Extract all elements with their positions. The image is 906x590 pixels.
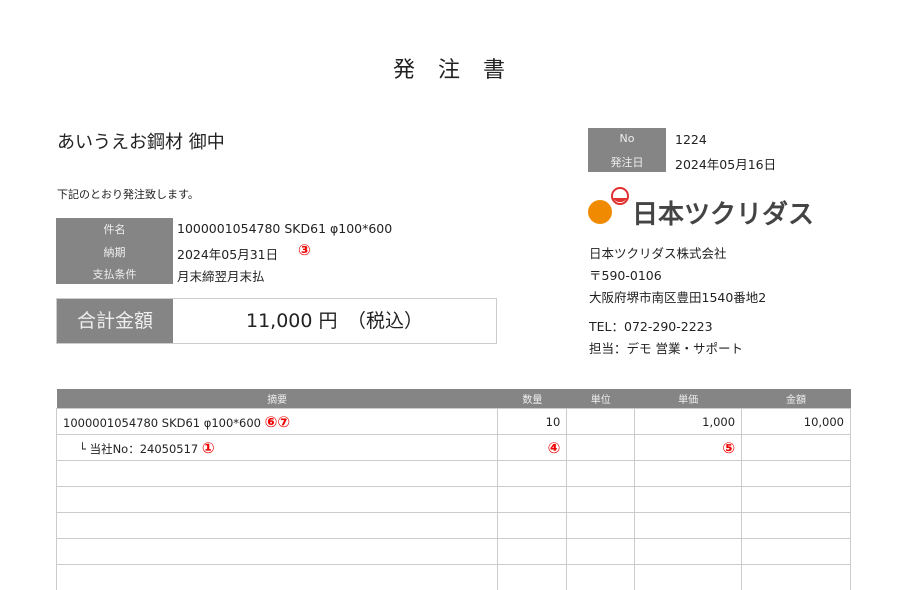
cell xyxy=(497,512,568,539)
subject-value: 1000001054780 SKD61 φ100*600 xyxy=(177,221,393,236)
cell-amount: 10,000 xyxy=(741,408,851,435)
label-subject: 件名 xyxy=(103,223,126,236)
cell xyxy=(55,460,499,487)
header-amount: 金額 xyxy=(741,389,851,409)
cell xyxy=(634,564,743,590)
table-row: 1000001054780 SKD61 φ100*600 ⑥⑦ 10 1,000… xyxy=(55,408,851,435)
info-label-block xyxy=(56,218,173,284)
table-row xyxy=(55,538,851,565)
cell-quantity: 10 xyxy=(497,408,568,435)
cell xyxy=(55,486,499,513)
label-payment: 支払条件 xyxy=(92,268,137,281)
cell-quantity: ④ xyxy=(497,434,568,461)
table-row xyxy=(55,564,851,590)
order-label-block xyxy=(588,128,666,172)
cell xyxy=(55,564,499,590)
header-quantity: 数量 xyxy=(497,389,567,409)
cell-unit xyxy=(566,408,636,435)
intro-text: 下記のとおり発注致します。 xyxy=(57,188,199,201)
cell xyxy=(741,538,851,565)
cell xyxy=(634,486,743,513)
table-row xyxy=(55,460,851,487)
company-logo-icon xyxy=(588,187,629,224)
document-title: 発 注 書 xyxy=(393,58,513,83)
cell xyxy=(566,486,636,513)
order-date: 2024年05月16日 xyxy=(675,157,777,172)
cell xyxy=(497,486,568,513)
header-unit-price: 単価 xyxy=(634,389,742,409)
cell xyxy=(55,512,499,539)
order-date-label: 発注日 xyxy=(610,156,644,169)
item-description: 1000001054780 SKD61 φ100*600 xyxy=(63,415,261,430)
payment-value: 月末締翌月末払 xyxy=(177,269,265,284)
cell xyxy=(741,564,851,590)
cell-description: 1000001054780 SKD61 φ100*600 ⑥⑦ xyxy=(55,408,499,435)
items-table: 摘要 数量 単位 単価 金額 1000001054780 SKD61 φ100*… xyxy=(55,389,851,590)
company-contact: 担当：デモ 営業・サポート xyxy=(589,341,743,356)
total-label: 合計金額 xyxy=(57,299,173,343)
cell xyxy=(497,538,568,565)
header-unit: 単位 xyxy=(566,389,635,409)
table-row: └ 当社No：24050517 ① ④ ⑤ xyxy=(55,434,851,461)
marker-1: ① xyxy=(201,438,215,457)
recipient: あいうえお鋼材 御中 xyxy=(57,132,225,153)
order-no-label: No xyxy=(619,132,635,145)
cell xyxy=(634,538,743,565)
cell xyxy=(497,460,568,487)
cell-unit xyxy=(566,434,636,461)
company-logo-text: 日本ツクリダス xyxy=(632,200,815,230)
cell xyxy=(741,512,851,539)
order-no: 1224 xyxy=(675,132,707,147)
cell-description: └ 当社No：24050517 ① xyxy=(55,434,499,461)
marker-5: ⑤ xyxy=(722,438,736,457)
company-name: 日本ツクリダス株式会社 xyxy=(589,246,727,261)
header-description: 摘要 xyxy=(56,389,498,409)
cell xyxy=(566,538,636,565)
company-address: 大阪府堺市南区豊田1540番地2 xyxy=(589,290,767,305)
cell xyxy=(634,512,743,539)
cell xyxy=(741,460,851,487)
internal-no: └ 当社No：24050517 xyxy=(79,441,199,456)
cell xyxy=(566,460,636,487)
total-box: 合計金額 11,000 円 （税込） xyxy=(56,298,497,344)
cell xyxy=(741,486,851,513)
total-value: 11,000 円 （税込） xyxy=(245,310,424,332)
cell xyxy=(497,564,568,590)
cell xyxy=(55,538,499,565)
cell-unit-price: 1,000 xyxy=(634,408,743,435)
cell-amount xyxy=(741,434,851,461)
table-row xyxy=(55,486,851,513)
table-row xyxy=(55,512,851,539)
company-tel: TEL：072-290-2223 xyxy=(589,319,713,334)
company-zip: 〒590-0106 xyxy=(589,268,662,283)
marker-4: ④ xyxy=(547,438,561,457)
cell xyxy=(566,564,636,590)
table-header: 摘要 数量 単位 単価 金額 xyxy=(56,389,851,409)
cell xyxy=(566,512,636,539)
marker-6-7: ⑥⑦ xyxy=(264,412,291,431)
cell xyxy=(634,460,743,487)
cell-unit-price: ⑤ xyxy=(634,434,743,461)
delivery-value: 2024年05月31日 xyxy=(177,247,279,262)
marker-3: ③ xyxy=(298,241,311,259)
label-delivery: 納期 xyxy=(103,246,126,259)
